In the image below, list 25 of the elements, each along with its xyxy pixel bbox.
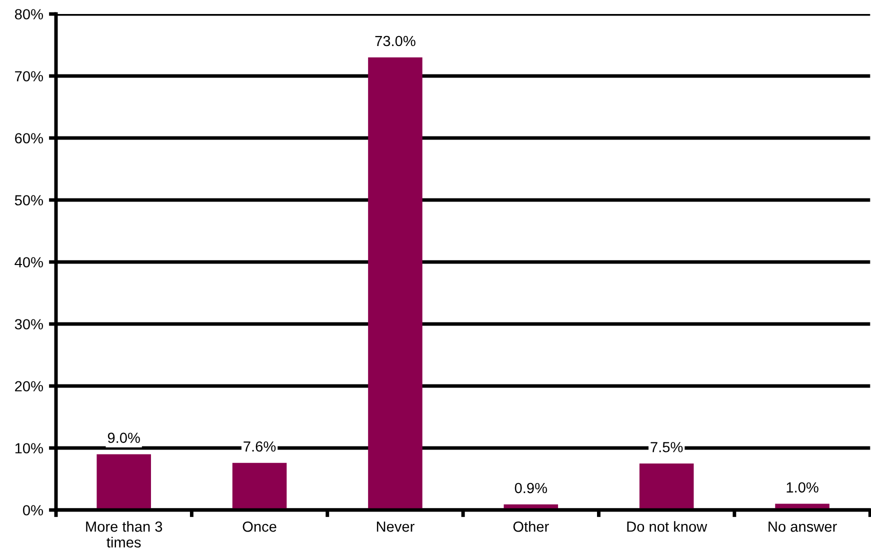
data-label: 1.0% <box>786 482 818 493</box>
data-label: 73.0% <box>375 36 416 46</box>
y-tick-label: 0% <box>22 505 43 516</box>
y-tick-label: 30% <box>14 319 43 330</box>
bar <box>639 464 694 510</box>
bar <box>232 462 287 510</box>
bar <box>368 57 422 510</box>
data-label: 7.6% <box>244 441 276 452</box>
x-tick-label: Once <box>242 521 276 532</box>
y-tick-label: 40% <box>14 257 43 268</box>
x-tick-label: Do not know <box>627 521 708 532</box>
x-tick-label: Other <box>513 521 549 532</box>
x-tick-label: No answer <box>768 522 837 532</box>
data-label: 7.5% <box>650 442 683 452</box>
y-tick-label: 80% <box>14 9 43 20</box>
x-tick-label: More than 3 times <box>86 521 162 548</box>
y-tick-label: 70% <box>15 71 43 82</box>
x-tick-label: Never <box>376 522 414 532</box>
y-tick-label: 60% <box>15 133 43 144</box>
bar <box>96 454 151 510</box>
data-label: 0.9% <box>514 482 548 494</box>
y-tick-label: 10% <box>15 443 43 454</box>
y-tick-label: 20% <box>15 381 43 392</box>
data-label: 9.0% <box>108 432 140 443</box>
y-tick-label: 50% <box>14 195 43 206</box>
